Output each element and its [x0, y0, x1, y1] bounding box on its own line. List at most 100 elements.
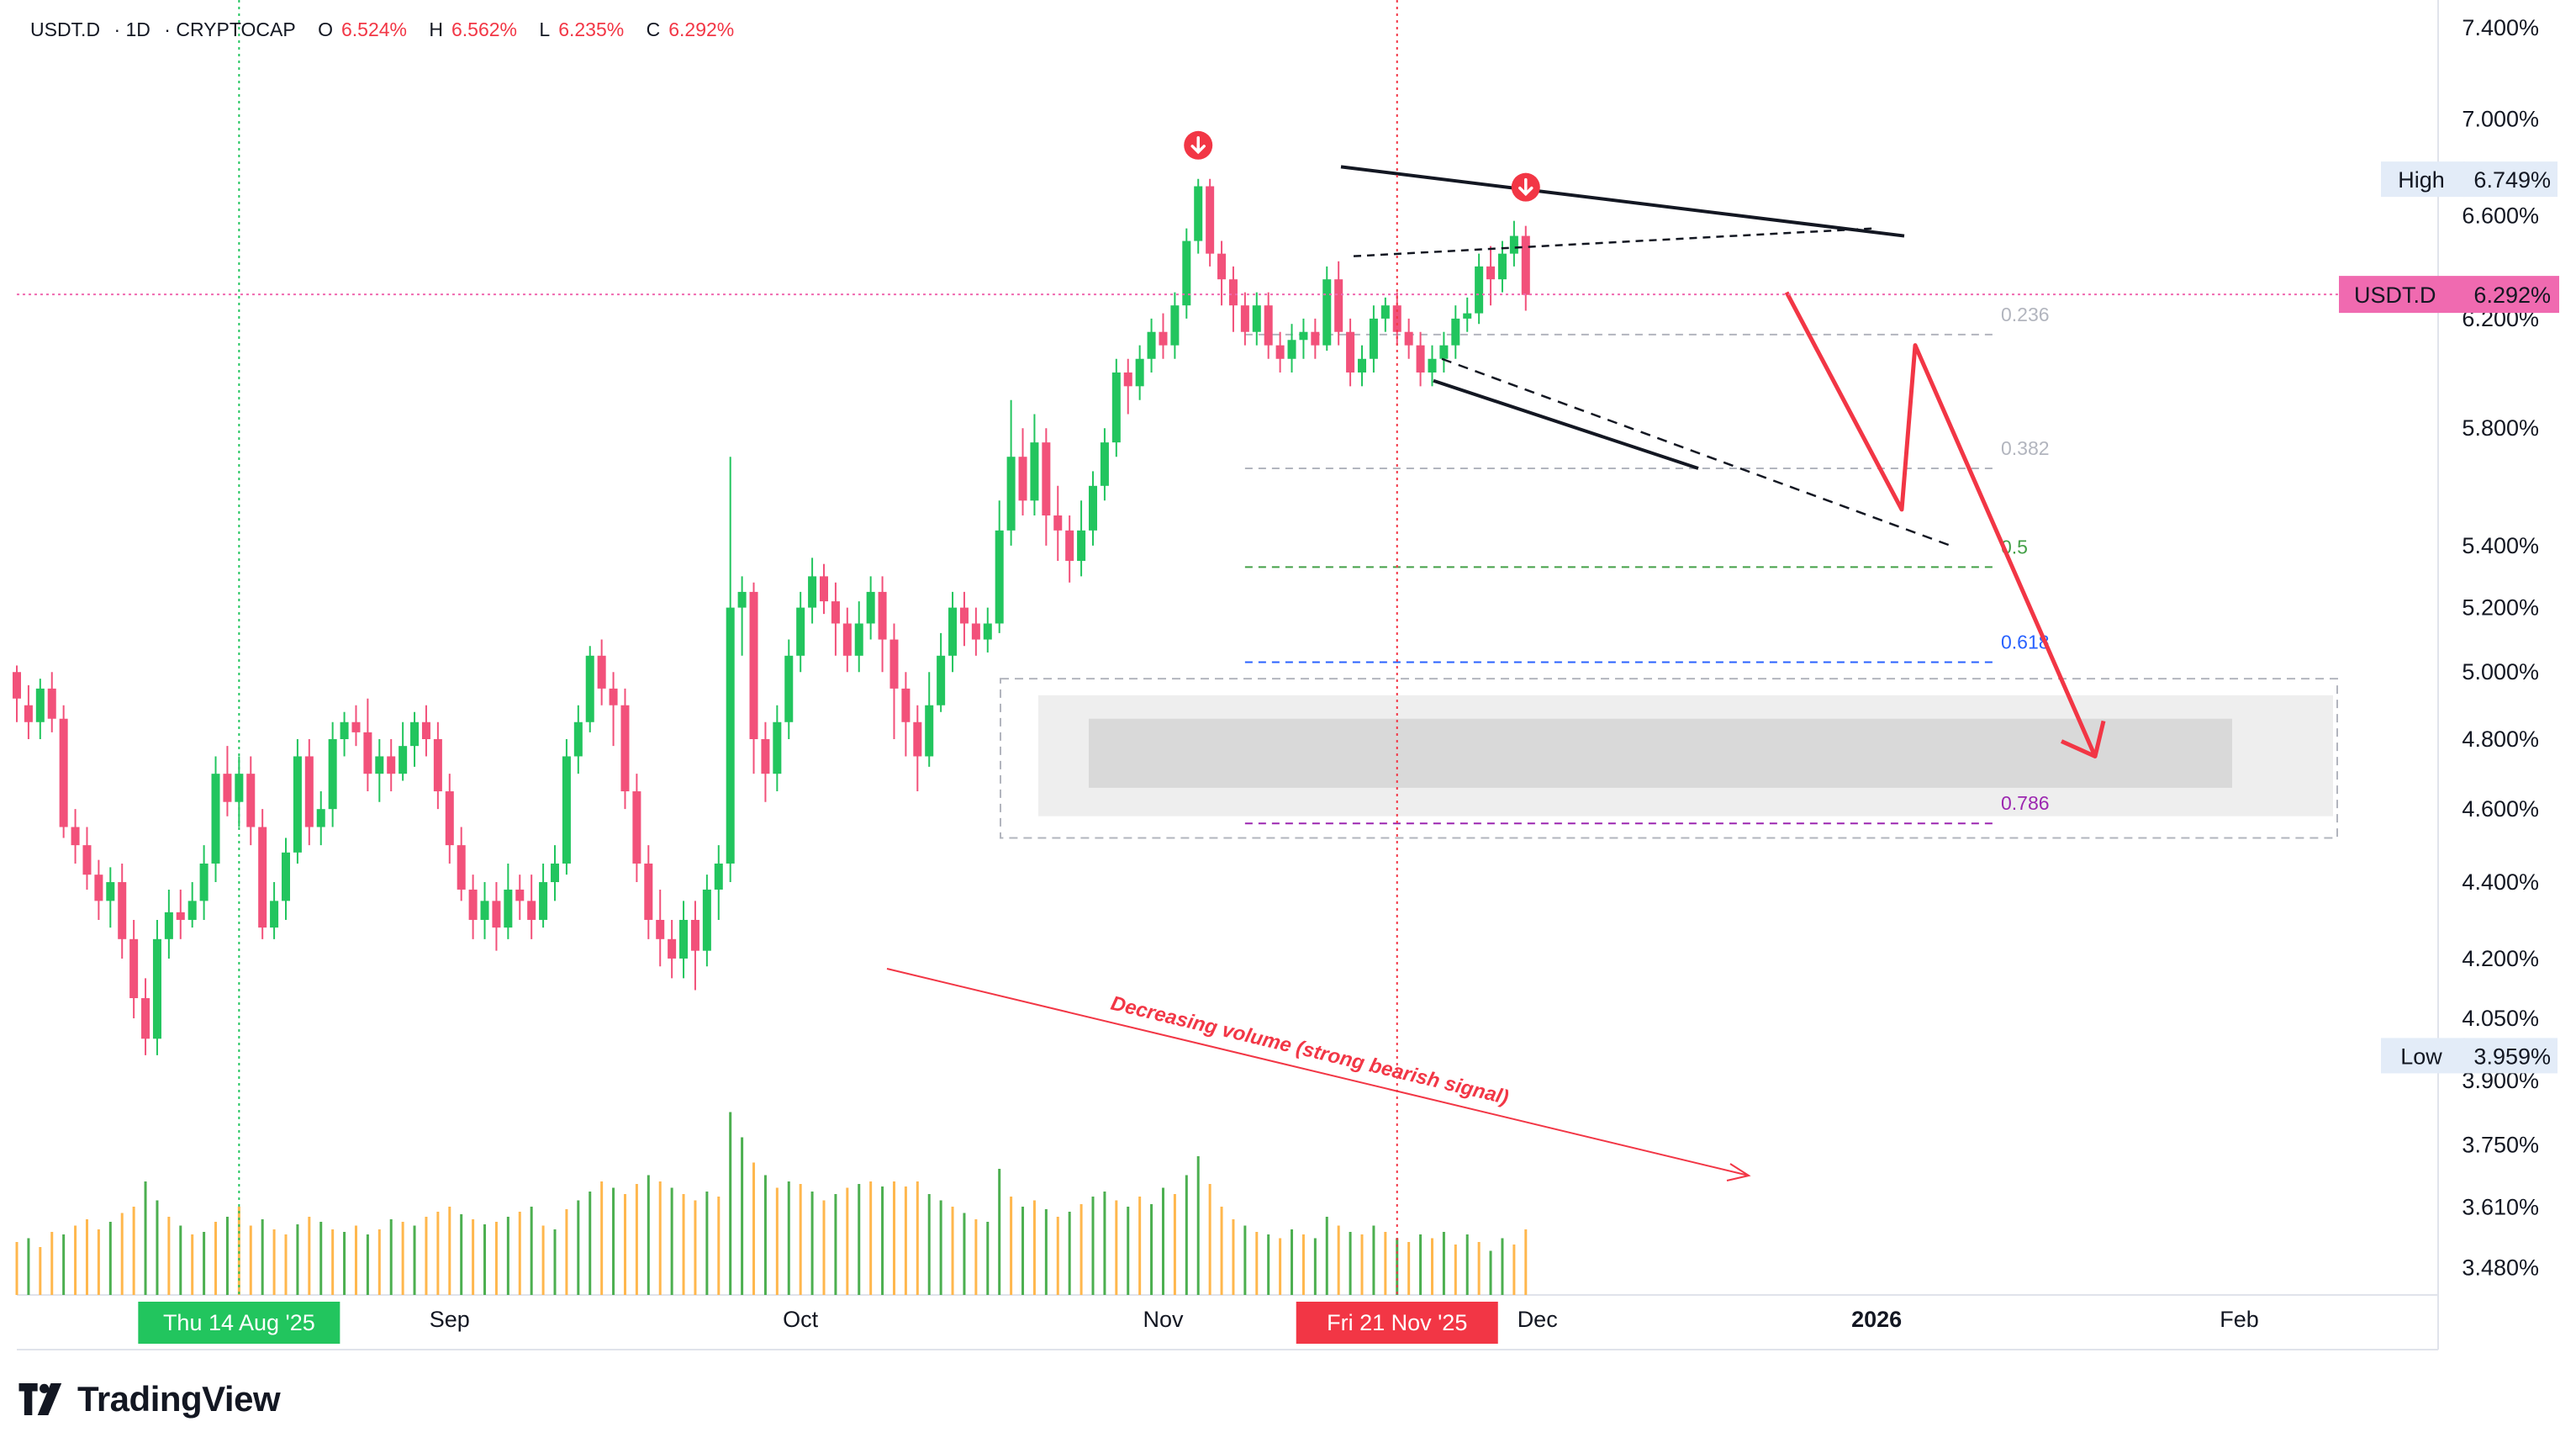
- candle-body: [609, 688, 618, 706]
- price-badges: High 6.749% USDT.D 6.292% Low 3.959%: [2339, 161, 2559, 1074]
- volume-bar: [319, 1222, 323, 1295]
- price-badge-value-box: [2463, 161, 2558, 198]
- legend-high: H 6.562%: [429, 18, 518, 40]
- volume-bar: [752, 1162, 756, 1295]
- candle-body: [866, 591, 875, 624]
- current-price-badge: [2339, 276, 2559, 314]
- volume-bar: [1313, 1238, 1317, 1295]
- legend-low: L 6.235%: [539, 18, 625, 40]
- volume-bar: [869, 1181, 873, 1295]
- y-tick-label: 7.400%: [2462, 15, 2539, 40]
- y-tick-label: 5.000%: [2462, 659, 2539, 684]
- arrow-down-icon: [1190, 136, 1206, 155]
- price-badge-name-box: [2381, 161, 2465, 198]
- candle-body: [35, 688, 45, 722]
- candle-body: [831, 601, 840, 624]
- x-tick-label: Feb: [2220, 1307, 2259, 1332]
- volume-bar: [647, 1175, 650, 1295]
- candle-body: [433, 739, 442, 792]
- candle-body: [12, 672, 22, 699]
- volume-bar: [413, 1225, 416, 1295]
- volume-bar: [1477, 1242, 1481, 1295]
- candle-body: [539, 882, 548, 920]
- candle-body: [1369, 318, 1378, 359]
- price-badge-name: Low: [2400, 1044, 2442, 1069]
- volume-bar: [1512, 1245, 1516, 1295]
- candle-body: [445, 791, 454, 846]
- candle-body: [270, 901, 279, 928]
- candle-body: [1357, 358, 1367, 373]
- candle-body: [1135, 358, 1144, 387]
- price-badge-value: 6.749%: [2473, 167, 2551, 193]
- price-axis[interactable]: 7.400%7.000%6.600%6.200%5.800%5.400%5.20…: [2462, 15, 2539, 1280]
- volume-bar: [694, 1200, 697, 1295]
- candle-body: [129, 938, 139, 999]
- candle-body: [632, 791, 641, 864]
- candle-body: [1521, 235, 1530, 295]
- volume-bar: [284, 1234, 288, 1295]
- candle-body: [937, 655, 946, 706]
- volume-bar: [1384, 1232, 1387, 1295]
- volume-bar: [15, 1242, 18, 1295]
- candle-body: [726, 607, 735, 864]
- volume-bar: [425, 1217, 428, 1295]
- candle-body: [328, 739, 337, 810]
- candle-body: [1123, 372, 1132, 387]
- y-tick-label: 4.400%: [2462, 869, 2539, 895]
- volume-bar: [85, 1219, 88, 1295]
- candle-body: [585, 655, 594, 722]
- candle-body: [1475, 266, 1484, 314]
- volume-bar: [179, 1225, 182, 1295]
- volume-bar: [1465, 1234, 1469, 1295]
- crosshair-date-box: [138, 1302, 340, 1344]
- candle-body: [925, 705, 934, 757]
- candle-body: [1334, 279, 1343, 332]
- candle-body: [1206, 186, 1215, 254]
- projection-arrow-head: [2060, 720, 2106, 758]
- candle-body: [1380, 305, 1390, 319]
- candle-body: [223, 774, 232, 802]
- volume-bar: [530, 1207, 533, 1295]
- candle-body: [668, 938, 677, 959]
- volume-bar: [939, 1200, 942, 1295]
- candle-body: [515, 889, 525, 901]
- candle-body: [773, 721, 782, 774]
- volume-bar: [1407, 1242, 1411, 1295]
- volume-bar: [1325, 1217, 1328, 1295]
- candle-body: [644, 863, 653, 920]
- volume-bar: [518, 1212, 521, 1295]
- candle-body: [141, 998, 150, 1039]
- volume-bar: [308, 1217, 311, 1295]
- volume-bar: [483, 1224, 487, 1295]
- volume-bar: [401, 1222, 404, 1295]
- volume-bars: [15, 1112, 1528, 1295]
- volume-bar: [1103, 1192, 1106, 1295]
- candle-body: [1077, 530, 1086, 562]
- legend-symbol: USDT.D · 1D · CRYPTOCAP: [30, 18, 296, 40]
- volume-bar: [612, 1187, 615, 1295]
- candle-body: [1451, 318, 1460, 346]
- volume-bar: [1196, 1156, 1200, 1295]
- time-axis[interactable]: Sep Oct Nov Dec 2026 Feb: [430, 1307, 2259, 1332]
- y-tick-label: 7.000%: [2462, 107, 2539, 132]
- candle-body: [316, 809, 325, 827]
- candle-body: [1416, 345, 1425, 373]
- candle-body: [47, 688, 56, 719]
- volume-bar: [635, 1184, 638, 1295]
- candle-body: [118, 882, 127, 939]
- candle-body: [901, 688, 911, 722]
- candle-body: [176, 912, 185, 920]
- candle-body: [1509, 235, 1518, 254]
- candle-body: [363, 732, 372, 774]
- volume-bar: [1489, 1250, 1492, 1295]
- candle-body: [246, 774, 256, 827]
- volume-bar: [1056, 1217, 1059, 1295]
- candle-body: [94, 875, 103, 901]
- volume-bar: [682, 1194, 685, 1295]
- volume-bar: [810, 1192, 814, 1295]
- tradingview-brand[interactable]: TradingView: [18, 1379, 281, 1419]
- y-tick-label: 3.480%: [2462, 1255, 2539, 1280]
- volume-bar: [1255, 1232, 1259, 1295]
- y-tick-label: 5.400%: [2462, 533, 2539, 558]
